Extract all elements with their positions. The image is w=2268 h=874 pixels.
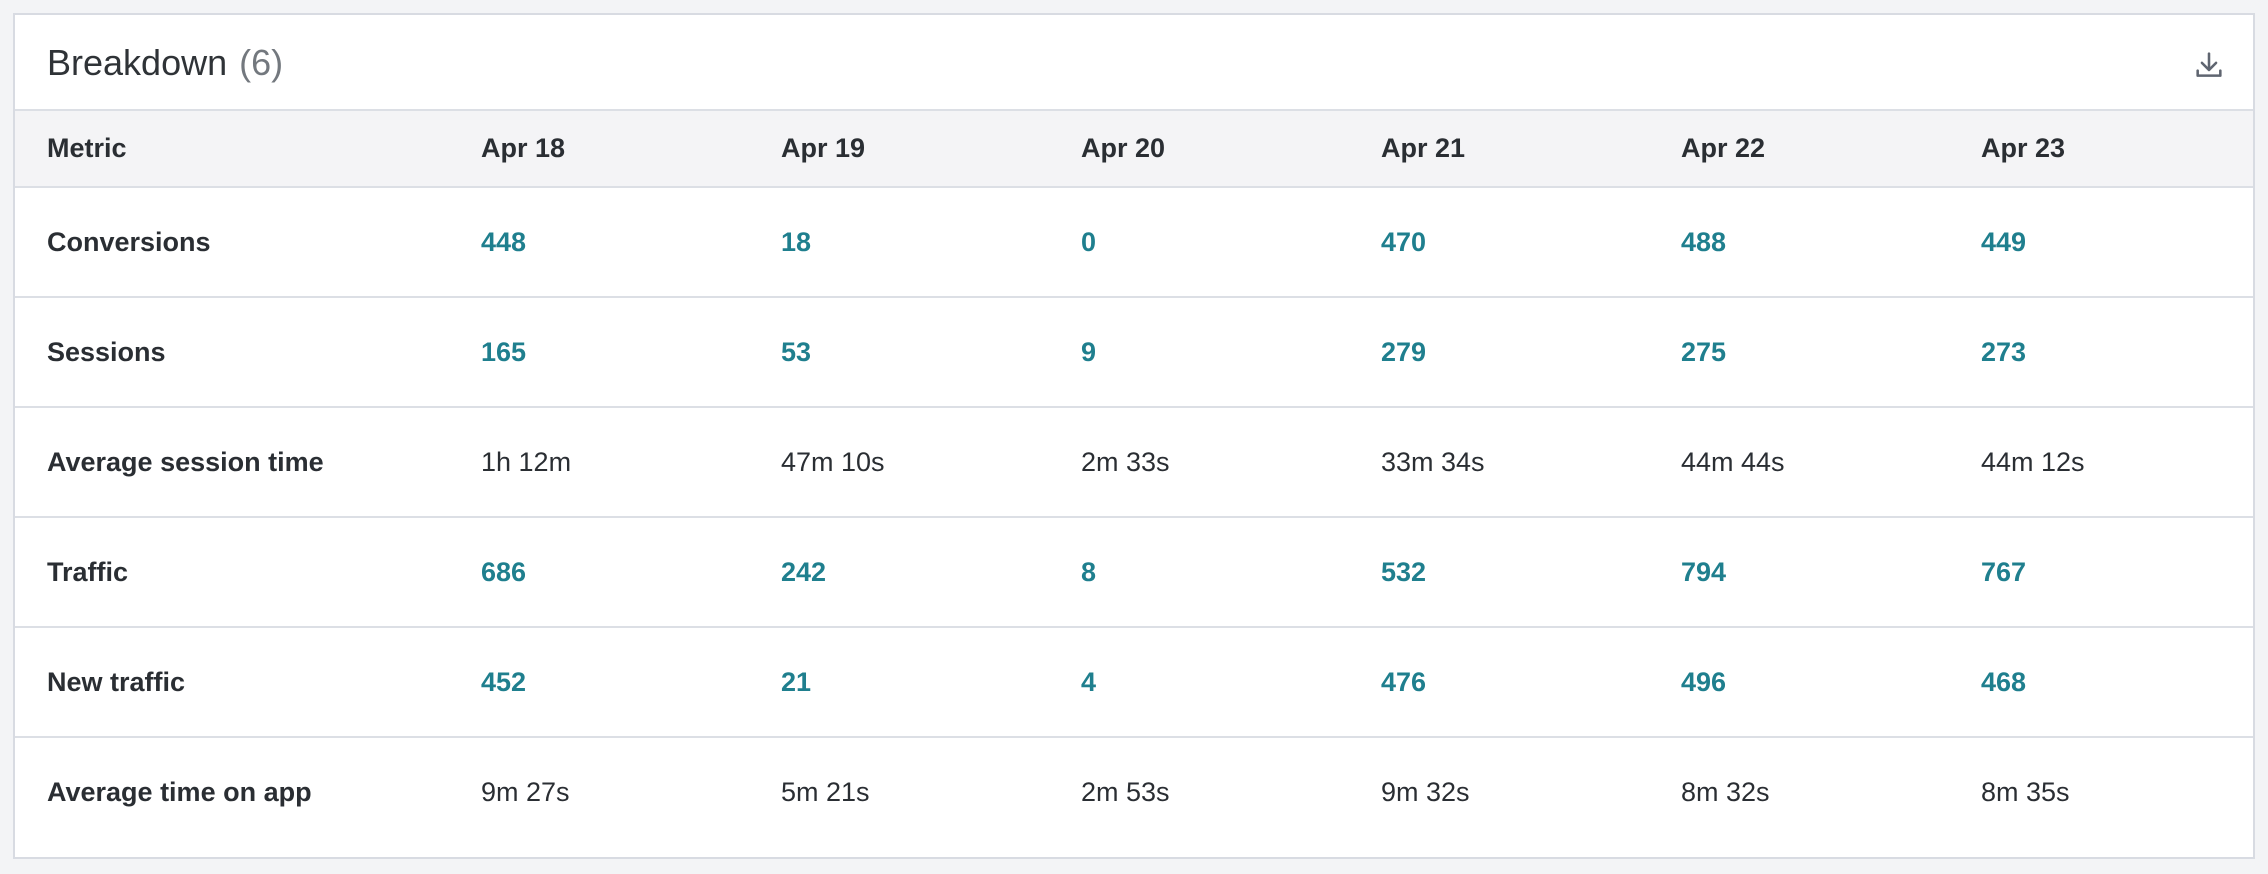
metric-value-link[interactable]: 242 xyxy=(781,556,827,587)
metric-value-link[interactable]: 767 xyxy=(1981,556,2027,587)
metric-label: Sessions xyxy=(47,336,166,367)
metric-value-link[interactable]: 470 xyxy=(1381,226,1427,257)
metric-value-link[interactable]: 452 xyxy=(481,666,527,697)
column-header-date[interactable]: Apr 21 xyxy=(1381,133,1466,163)
table-row: Sessions 165 53 9 279 275 273 xyxy=(15,297,2253,407)
metric-value-link[interactable]: 468 xyxy=(1981,666,2027,697)
metric-value-link[interactable]: 279 xyxy=(1381,336,1427,367)
table-header-row: Metric Apr 18 Apr 19 Apr 20 Apr 21 Apr 2… xyxy=(15,111,2253,187)
metric-value-link[interactable]: 165 xyxy=(481,336,527,367)
metric-value-link[interactable]: 476 xyxy=(1381,666,1427,697)
table-row: New traffic 452 21 4 476 496 468 xyxy=(15,627,2253,737)
metric-value: 33m 34s xyxy=(1381,446,1485,477)
metric-value-link[interactable]: 794 xyxy=(1681,556,1727,587)
metric-value-link[interactable]: 496 xyxy=(1681,666,1727,697)
metric-value-link[interactable]: 532 xyxy=(1381,556,1427,587)
metric-value: 9m 32s xyxy=(1381,777,1470,807)
metric-value: 1h 12m xyxy=(481,446,572,477)
metric-label: Average session time xyxy=(47,446,324,477)
card-title: Breakdown (6) xyxy=(47,43,283,83)
metric-value: 5m 21s xyxy=(781,777,870,807)
row-count-badge: (6) xyxy=(239,42,284,83)
metric-value-link[interactable]: 275 xyxy=(1681,336,1727,367)
column-header-date[interactable]: Apr 19 xyxy=(781,133,866,163)
metric-label: Traffic xyxy=(47,556,129,587)
column-header-metric[interactable]: Metric xyxy=(47,133,127,163)
metric-value-link[interactable]: 9 xyxy=(1081,336,1097,367)
metric-value: 8m 35s xyxy=(1981,777,2070,807)
breakdown-card: Breakdown (6) Metric Apr 18 Apr 19 xyxy=(13,13,2255,859)
card-header: Breakdown (6) xyxy=(15,15,2253,111)
metric-value-link[interactable]: 4 xyxy=(1081,666,1097,697)
metric-label: New traffic xyxy=(47,666,186,697)
table-row: Traffic 686 242 8 532 794 767 xyxy=(15,517,2253,627)
metric-label: Average time on app xyxy=(47,777,312,807)
metric-value-link[interactable]: 53 xyxy=(781,336,812,367)
table-row: Conversions 448 18 0 470 488 449 xyxy=(15,187,2253,297)
table-row: Average session time 1h 12m 47m 10s 2m 3… xyxy=(15,407,2253,517)
metric-value-link[interactable]: 18 xyxy=(781,226,812,257)
metric-value: 9m 27s xyxy=(481,777,570,807)
metric-value: 44m 12s xyxy=(1981,446,2085,477)
metric-value-link[interactable]: 0 xyxy=(1081,226,1097,257)
metric-value-link[interactable]: 449 xyxy=(1981,226,2027,257)
column-header-date[interactable]: Apr 22 xyxy=(1681,133,1766,163)
breakdown-table: Metric Apr 18 Apr 19 Apr 20 Apr 21 Apr 2… xyxy=(15,111,2253,847)
metric-label: Conversions xyxy=(47,226,211,257)
metric-value-link[interactable]: 8 xyxy=(1081,556,1097,587)
metric-value: 2m 53s xyxy=(1081,777,1170,807)
metric-value-link[interactable]: 686 xyxy=(481,556,527,587)
column-header-date[interactable]: Apr 18 xyxy=(481,133,566,163)
metric-value: 47m 10s xyxy=(781,446,885,477)
table-row: Average time on app 9m 27s 5m 21s 2m 53s… xyxy=(15,737,2253,847)
metric-value-link[interactable]: 448 xyxy=(481,226,527,257)
card-title-text: Breakdown xyxy=(47,42,228,83)
metric-value: 8m 32s xyxy=(1681,777,1770,807)
column-header-date[interactable]: Apr 23 xyxy=(1981,133,2066,163)
download-button[interactable] xyxy=(2189,45,2229,85)
column-header-date[interactable]: Apr 20 xyxy=(1081,133,1166,163)
download-icon xyxy=(2196,52,2222,77)
metric-value-link[interactable]: 488 xyxy=(1681,226,1727,257)
metric-value: 2m 33s xyxy=(1081,446,1170,477)
metric-value-link[interactable]: 21 xyxy=(781,666,812,697)
metric-value: 44m 44s xyxy=(1681,446,1785,477)
metric-value-link[interactable]: 273 xyxy=(1981,336,2027,367)
